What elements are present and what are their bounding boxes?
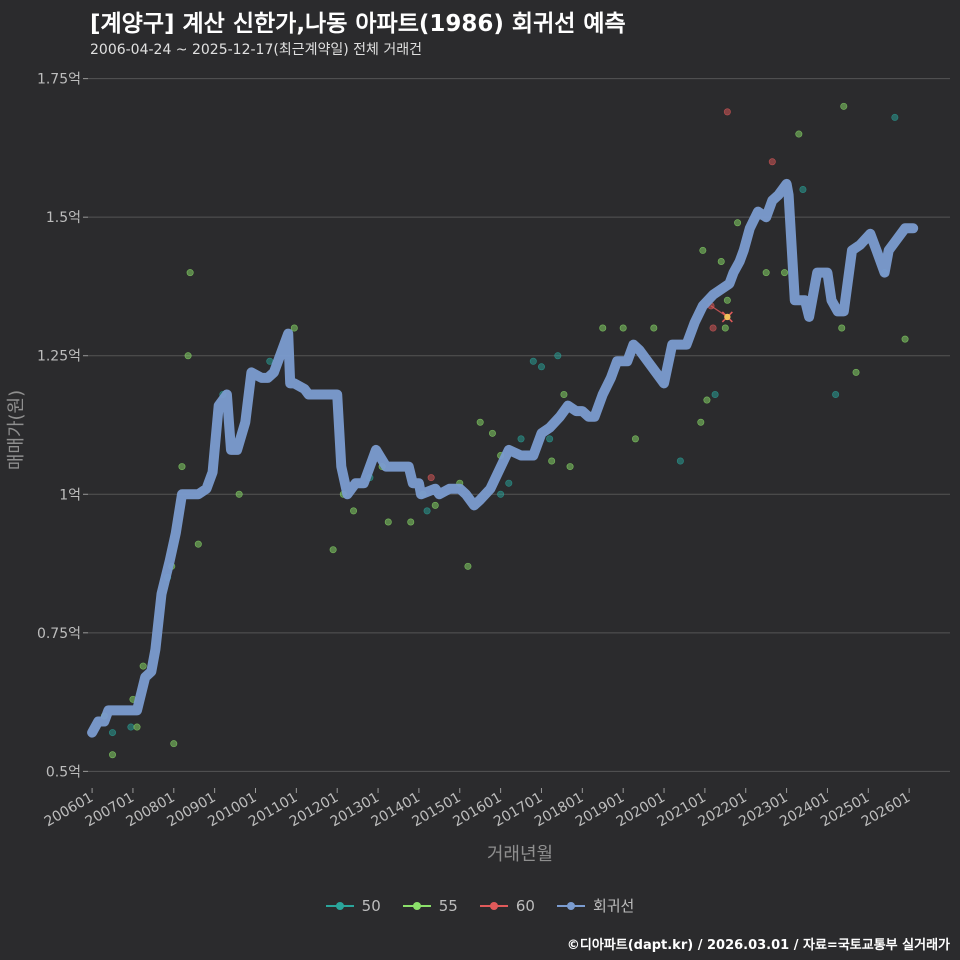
- data-point-55: [717, 258, 725, 266]
- regression-line: [87, 178, 919, 738]
- data-point-55: [184, 352, 192, 360]
- data-point-55: [170, 740, 178, 748]
- data-point-55: [697, 418, 705, 426]
- source-caption: ©디아파트(dapt.kr) / 2026.03.01 / 자료=국토교통부 실…: [566, 938, 950, 953]
- data-point-55: [631, 435, 639, 443]
- y-tick-label: 0.5억: [46, 764, 81, 780]
- data-point-55: [734, 219, 742, 227]
- data-point-55: [350, 507, 358, 515]
- data-point-55: [560, 391, 568, 399]
- legend: 50 55 60 회귀선: [0, 895, 960, 916]
- data-point-55: [407, 518, 415, 526]
- data-point-50: [676, 457, 684, 465]
- data-point-50: [497, 490, 505, 498]
- data-point-55: [599, 324, 607, 332]
- legend-label-50: 50: [361, 896, 381, 915]
- data-point-55: [384, 518, 392, 526]
- legend-item-50: 50: [325, 896, 381, 915]
- legend-key-regression: [556, 899, 585, 913]
- data-point-55: [139, 662, 147, 670]
- data-point-55: [721, 324, 729, 332]
- data-point-60: [723, 108, 731, 116]
- y-tick-label: 1.25억: [37, 349, 81, 365]
- legend-item-55: 55: [402, 896, 458, 915]
- legend-label-55: 55: [438, 896, 458, 915]
- data-point-55: [723, 296, 731, 304]
- data-point-50: [711, 391, 719, 399]
- y-axis-title: 매매가(원): [6, 390, 27, 470]
- data-point-55: [619, 324, 627, 332]
- data-point-55: [838, 324, 846, 332]
- data-point-55: [109, 751, 117, 759]
- data-point-55: [781, 269, 789, 277]
- legend-key-60: [479, 899, 508, 913]
- data-point-55: [194, 540, 202, 548]
- chart-subtitle: 2006-04-24 ~ 2025-12-17(최근계약일) 전체 거래건: [90, 42, 422, 58]
- data-point-55: [703, 396, 711, 404]
- y-tick-label: 1.75억: [37, 72, 81, 88]
- x-axis: 2006012007012008012009012010012011012012…: [42, 788, 913, 830]
- data-point-50: [537, 363, 545, 371]
- chart-title: [계양구] 계산 신한가,나동 아파트(1986) 회귀선 예측: [90, 11, 626, 37]
- data-point-50: [423, 507, 431, 515]
- data-point-50: [799, 185, 807, 193]
- data-point-55: [548, 457, 556, 465]
- legend-label-regression: 회귀선: [592, 897, 635, 915]
- grid-lines: [88, 78, 950, 772]
- data-point-50: [109, 729, 117, 737]
- data-point-55: [699, 246, 707, 254]
- y-tick-label: 1.5억: [46, 210, 81, 226]
- data-point-50: [891, 113, 899, 121]
- data-point-55: [566, 463, 574, 471]
- data-point-50: [505, 479, 513, 487]
- data-point-55: [840, 102, 848, 110]
- data-point-55: [852, 368, 860, 376]
- data-point-55: [901, 335, 909, 343]
- data-point-55: [488, 429, 496, 437]
- data-point-55: [762, 269, 770, 277]
- data-point-50: [546, 435, 554, 443]
- y-tick-label: 1억: [59, 487, 81, 503]
- data-point-55: [650, 324, 658, 332]
- highlight-point: [724, 313, 731, 321]
- y-tick-label: 0.75억: [37, 626, 81, 642]
- legend-key-55: [402, 899, 431, 913]
- scatter-points: [100, 102, 909, 759]
- data-point-55: [464, 562, 472, 570]
- data-point-55: [290, 324, 298, 332]
- data-point-55: [235, 490, 243, 498]
- data-point-55: [133, 723, 141, 731]
- data-point-55: [795, 130, 803, 138]
- data-point-60: [768, 158, 776, 166]
- data-point-50: [832, 391, 840, 399]
- legend-label-60: 60: [515, 896, 535, 915]
- data-point-60: [427, 474, 435, 482]
- data-point-60: [709, 324, 717, 332]
- data-point-55: [329, 546, 337, 554]
- data-point-50: [517, 435, 525, 443]
- data-point-55: [431, 501, 439, 509]
- regression-line-layer: [87, 178, 919, 738]
- data-point-50: [127, 723, 135, 731]
- data-point-50: [554, 352, 562, 360]
- data-point-55: [476, 418, 484, 426]
- data-point-55: [186, 269, 194, 277]
- data-point-50: [529, 357, 537, 365]
- legend-key-50: [325, 899, 354, 913]
- legend-item-60: 60: [479, 896, 535, 915]
- y-axis: 0.5억 0.75억 1억 1.25억 1.5억 1.75억: [37, 72, 88, 780]
- highlight-layer: [710, 305, 733, 323]
- data-point-55: [178, 463, 186, 471]
- legend-item-regression: 회귀선: [556, 895, 635, 916]
- x-axis-title: 거래년월: [487, 844, 553, 865]
